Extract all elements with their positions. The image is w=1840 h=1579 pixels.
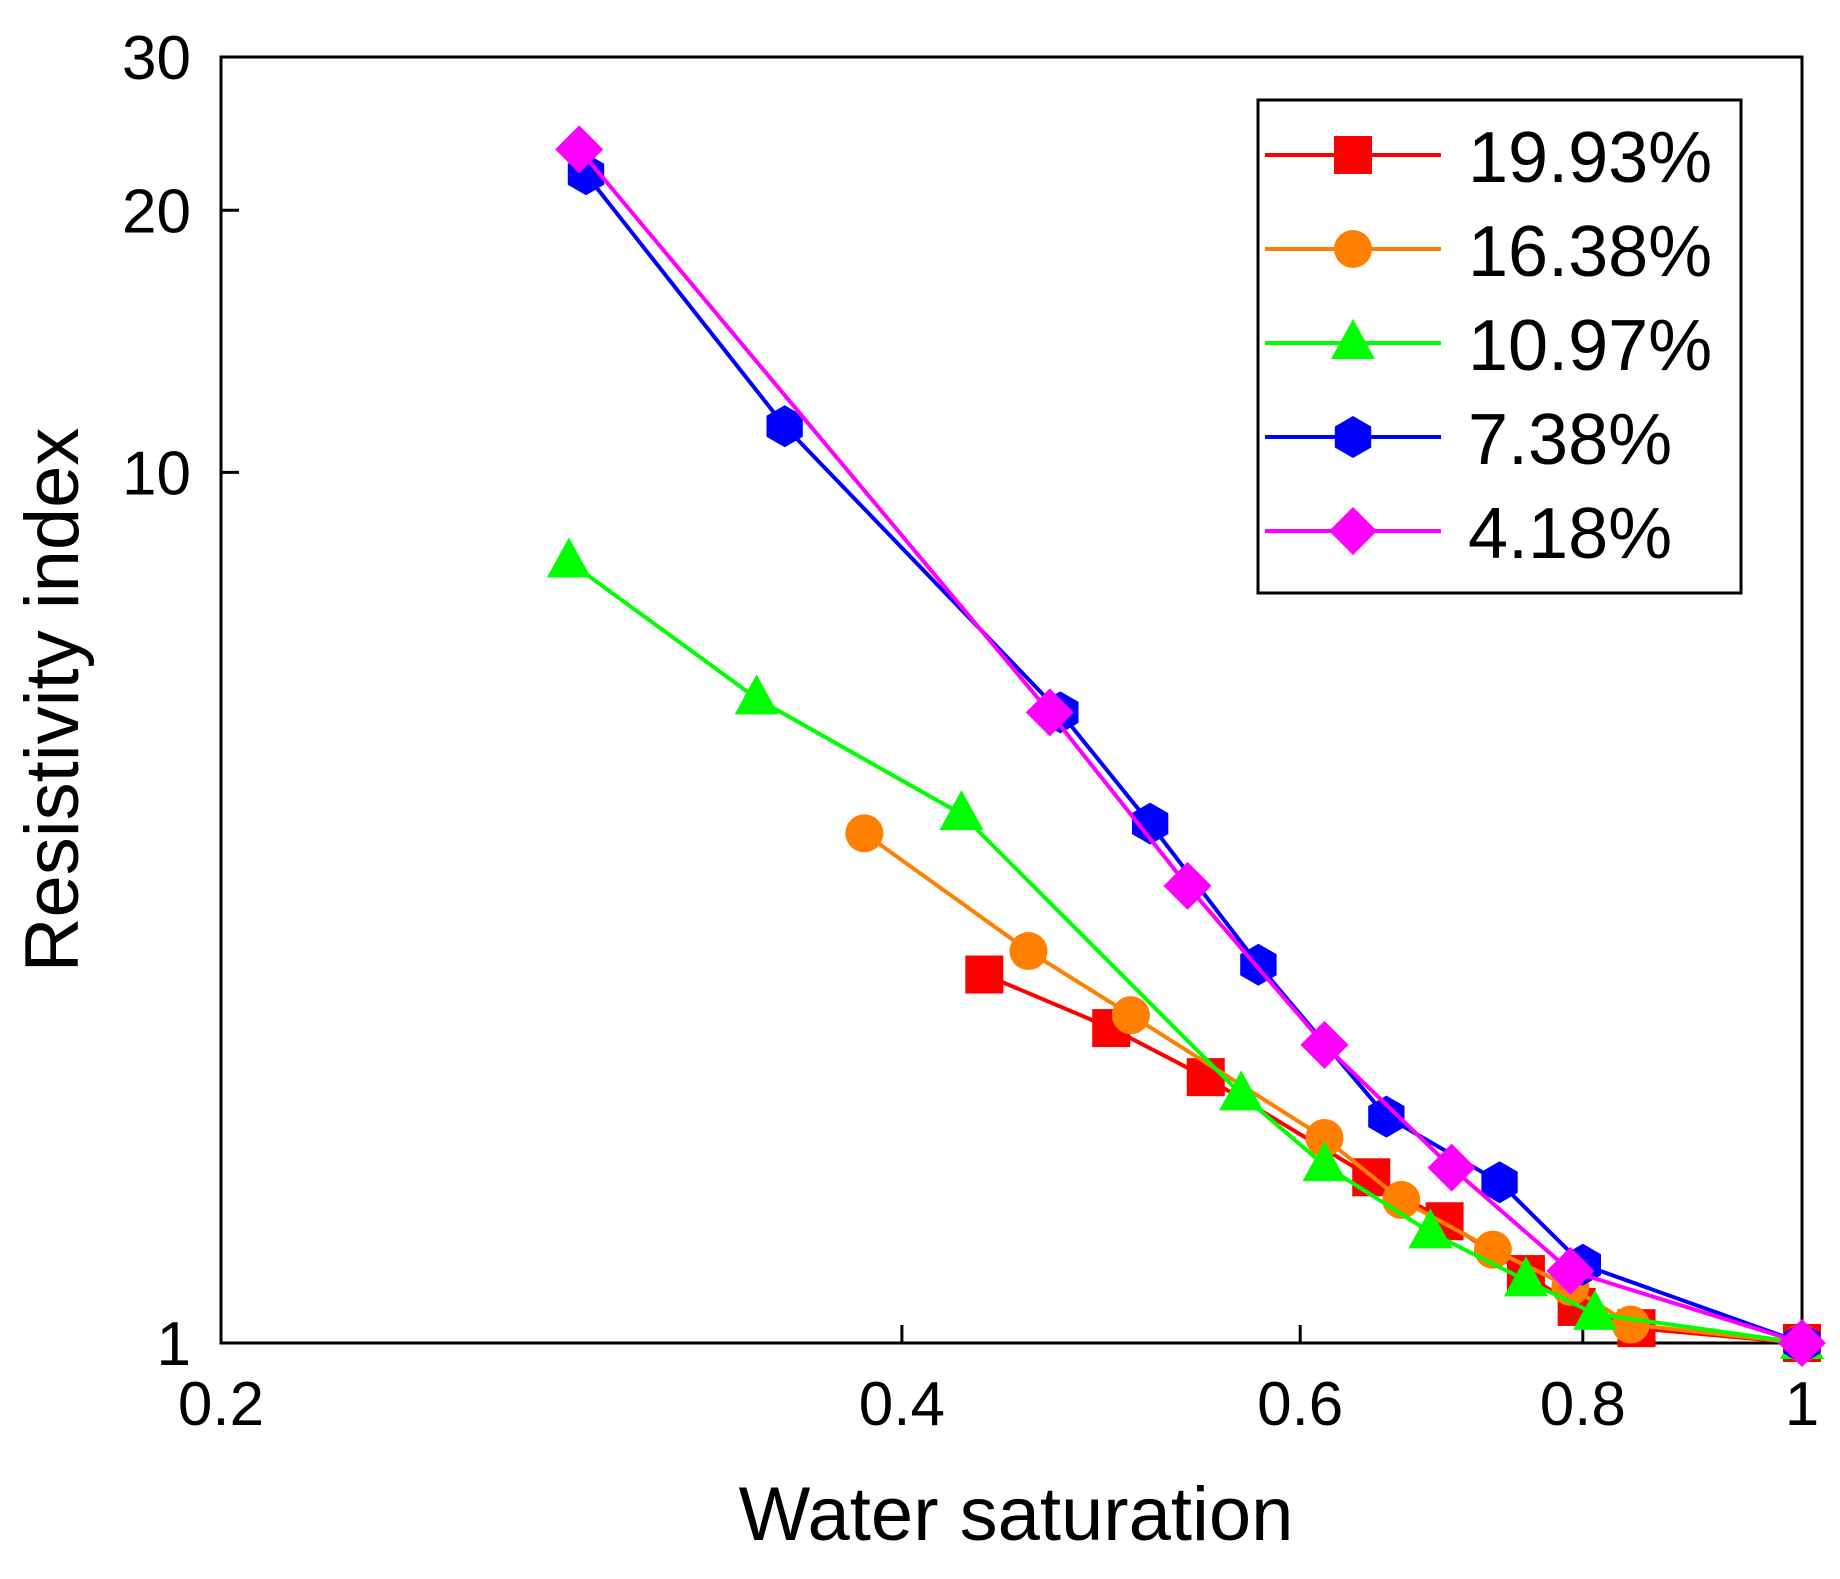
- y-tick-label: 1: [157, 1310, 191, 1379]
- x-tick-label: 1: [1785, 1370, 1819, 1439]
- legend-label: 16.38%: [1468, 212, 1712, 292]
- data-point: [845, 814, 884, 853]
- x-tick-label: 0.6: [1257, 1370, 1343, 1439]
- data-point: [1009, 932, 1048, 971]
- data-point: [1427, 1143, 1476, 1192]
- data-point: [546, 537, 591, 578]
- series-line: [863, 831, 1803, 1345]
- data-point: [1573, 1289, 1618, 1330]
- x-tick-label: 0.2: [178, 1370, 264, 1439]
- series-1: [845, 814, 1821, 1362]
- series-4: [555, 125, 1826, 1367]
- data-point: [1300, 1020, 1349, 1069]
- data-point: [1302, 1141, 1347, 1182]
- legend-marker: [1334, 416, 1372, 458]
- data-point: [1503, 1256, 1548, 1297]
- data-point: [1481, 1161, 1518, 1204]
- legend-marker: [1331, 319, 1375, 359]
- y-tick-label: 30: [122, 24, 191, 93]
- data-point: [1368, 1095, 1405, 1138]
- legend-label: 10.97%: [1468, 306, 1712, 386]
- legend-marker: [1329, 507, 1377, 555]
- y-tick-label: 10: [122, 439, 191, 508]
- x-tick-label: 0.4: [859, 1370, 945, 1439]
- series-2: [546, 537, 1824, 1359]
- data-point: [1132, 802, 1169, 845]
- data-point: [734, 674, 779, 715]
- x-tick-label: 0.8: [1540, 1370, 1626, 1439]
- legend-item: 7.38%: [1265, 400, 1672, 480]
- y-tick-label: 20: [122, 177, 191, 246]
- series-line: [567, 559, 1803, 1345]
- legend: 19.93% 16.38% 10.97% 7.38% 4.18%: [1256, 98, 1743, 595]
- data-point: [1546, 1246, 1595, 1295]
- plot-frame: [219, 55, 1804, 1345]
- legend-marker: [1334, 136, 1372, 174]
- legend-label: 19.93%: [1468, 118, 1712, 198]
- data-point: [555, 125, 604, 174]
- legend-marker: [1334, 230, 1372, 268]
- legend-label: 4.18%: [1468, 494, 1672, 574]
- data-point: [1240, 943, 1277, 986]
- data-point: [766, 405, 803, 448]
- series-layer: [546, 125, 1826, 1367]
- legend-item: 4.18%: [1265, 494, 1672, 574]
- data-point: [1611, 1305, 1650, 1344]
- legend-item: 19.93%: [1265, 118, 1712, 198]
- legend-item: 10.97%: [1265, 306, 1712, 386]
- legend-item: 16.38%: [1265, 212, 1712, 292]
- y-axis-ticks: 1 10 20 30: [122, 24, 239, 1379]
- data-point: [1219, 1070, 1264, 1111]
- data-point: [1305, 1118, 1344, 1157]
- data-point: [1163, 861, 1212, 910]
- y-axis-label: Resistivity index: [10, 428, 95, 973]
- x-axis-ticks: 0.2 0.4 0.6 0.8 1: [178, 1325, 1819, 1439]
- data-point: [1408, 1208, 1453, 1249]
- data-point: [1778, 1319, 1826, 1367]
- data-point: [1025, 688, 1074, 737]
- data-point: [1111, 996, 1150, 1035]
- data-point: [939, 790, 984, 831]
- x-axis-label: Water saturation: [739, 1472, 1294, 1557]
- series-0: [965, 955, 1821, 1362]
- legend-label: 7.38%: [1468, 400, 1672, 480]
- data-point: [965, 955, 1004, 994]
